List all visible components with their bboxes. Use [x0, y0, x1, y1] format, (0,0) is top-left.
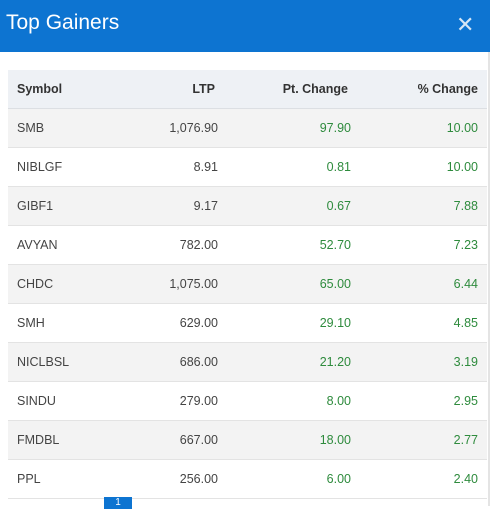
column-header-pct-change[interactable]: % Change — [351, 70, 487, 109]
cell-pct-change: 6.44 — [351, 264, 487, 304]
cell-pt-change: 29.10 — [218, 303, 351, 343]
table-row[interactable]: PPL 256.00 6.00 2.40 — [8, 459, 487, 499]
cell-symbol[interactable]: GIBF1 — [8, 186, 108, 226]
cell-pt-change: 8.00 — [218, 381, 351, 421]
close-icon: ✕ — [456, 12, 475, 37]
cell-ltp: 1,075.00 — [108, 264, 218, 304]
cell-pt-change: 21.20 — [218, 342, 351, 382]
table-row[interactable]: SINDU 279.00 8.00 2.95 — [8, 381, 487, 421]
cell-ltp: 279.00 — [108, 381, 218, 421]
table-header-row: Symbol LTP Pt. Change % Change — [8, 70, 487, 109]
cell-pct-change: 3.19 — [351, 342, 487, 382]
cell-pt-change: 18.00 — [218, 420, 351, 460]
table-row[interactable]: GIBF1 9.17 0.67 7.88 — [8, 186, 487, 226]
cell-pct-change: 2.40 — [351, 459, 487, 499]
cell-pct-change: 7.88 — [351, 186, 487, 226]
table-row[interactable]: NIBLGF 8.91 0.81 10.00 — [8, 147, 487, 187]
cell-symbol[interactable]: CHDC — [8, 264, 108, 304]
cell-pt-change: 0.81 — [218, 147, 351, 187]
cell-symbol[interactable]: FMDBL — [8, 420, 108, 460]
cell-pt-change: 97.90 — [218, 108, 351, 148]
cell-pt-change: 65.00 — [218, 264, 351, 304]
cell-ltp: 782.00 — [108, 225, 218, 265]
cell-ltp: 9.17 — [108, 186, 218, 226]
table-row[interactable]: FMDBL 667.00 18.00 2.77 — [8, 420, 487, 460]
column-header-pt-change[interactable]: Pt. Change — [218, 70, 351, 109]
close-button[interactable]: ✕ — [456, 14, 474, 36]
cell-ltp: 1,076.90 — [108, 108, 218, 148]
column-header-ltp[interactable]: LTP — [108, 70, 218, 109]
modal-title: Top Gainers — [6, 11, 120, 34]
cell-ltp: 629.00 — [108, 303, 218, 343]
cell-symbol[interactable]: SMH — [8, 303, 108, 343]
cell-pct-change: 10.00 — [351, 147, 487, 187]
cell-pt-change: 6.00 — [218, 459, 351, 499]
table-row[interactable]: AVYAN 782.00 52.70 7.23 — [8, 225, 487, 265]
cell-symbol[interactable]: SMB — [8, 108, 108, 148]
table-row[interactable]: SMB 1,076.90 97.90 10.00 — [8, 108, 487, 148]
pagination: 1 — [0, 497, 490, 509]
column-header-symbol[interactable]: Symbol — [8, 70, 108, 109]
cell-symbol[interactable]: PPL — [8, 459, 108, 499]
scroll-edge — [488, 52, 490, 506]
cell-symbol[interactable]: AVYAN — [8, 225, 108, 265]
cell-ltp: 8.91 — [108, 147, 218, 187]
top-gainers-table: Symbol LTP Pt. Change % Change SMB 1,076.… — [8, 70, 487, 499]
cell-ltp: 256.00 — [108, 459, 218, 499]
cell-symbol[interactable]: NICLBSL — [8, 342, 108, 382]
cell-pct-change: 4.85 — [351, 303, 487, 343]
cell-pt-change: 0.67 — [218, 186, 351, 226]
cell-pct-change: 2.77 — [351, 420, 487, 460]
table-row[interactable]: SMH 629.00 29.10 4.85 — [8, 303, 487, 343]
cell-symbol[interactable]: NIBLGF — [8, 147, 108, 187]
modal-header: Top Gainers ✕ — [0, 0, 490, 52]
cell-pct-change: 10.00 — [351, 108, 487, 148]
cell-pt-change: 52.70 — [218, 225, 351, 265]
cell-symbol[interactable]: SINDU — [8, 381, 108, 421]
table-row[interactable]: NICLBSL 686.00 21.20 3.19 — [8, 342, 487, 382]
cell-ltp: 686.00 — [108, 342, 218, 382]
page-button-active[interactable]: 1 — [104, 497, 132, 509]
table-row[interactable]: CHDC 1,075.00 65.00 6.44 — [8, 264, 487, 304]
cell-pct-change: 7.23 — [351, 225, 487, 265]
cell-pct-change: 2.95 — [351, 381, 487, 421]
cell-ltp: 667.00 — [108, 420, 218, 460]
